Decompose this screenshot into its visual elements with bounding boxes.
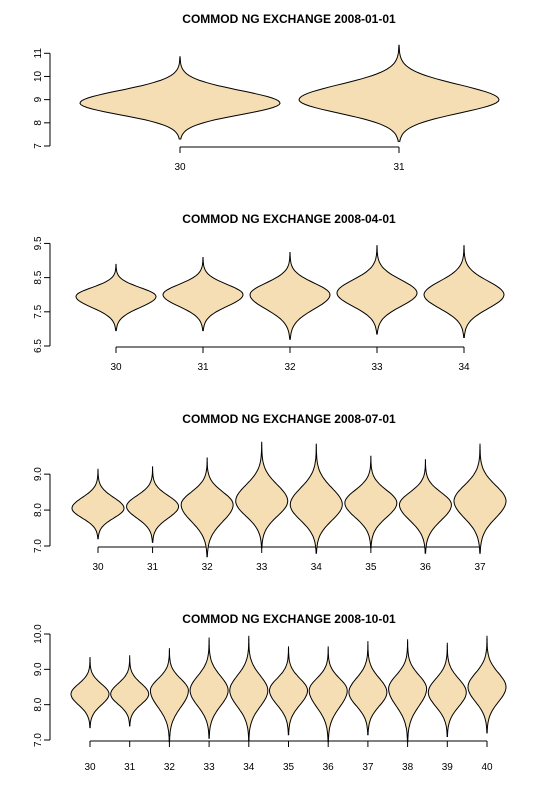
chart-title: COMMOD NG EXCHANGE 2008-04-01 [182,212,396,226]
y-tick-label: 10.0 [33,624,44,644]
y-tick-label: 8.0 [33,503,44,517]
chart-panel-2008-01: COMMOD NG EXCHANGE 2008-01-01 7 8 9 10 11 30 3… [33,12,500,173]
violin-35 [344,455,398,549]
y-tick-label: 6.5 [33,339,44,353]
violin-37 [348,641,388,736]
x-tick-label: 35 [283,762,295,773]
x-tick-label: 30 [174,162,186,173]
violin-30 [79,56,281,140]
x-tick-label: 31 [124,762,136,773]
violin-34 [229,635,269,741]
violin-31 [110,655,150,727]
violin-36 [398,459,452,554]
x-tick-label: 30 [84,762,96,773]
y-tick-label: 7.0 [33,539,44,553]
x-tick-label: 32 [164,762,176,773]
violin-38 [388,639,428,743]
violin-32 [249,251,331,340]
x-tick-label: 33 [371,362,383,373]
violin-32 [149,648,189,743]
x-tick-label: 32 [284,362,296,373]
chart-title: COMMOD NG EXCHANGE 2008-07-01 [182,412,396,426]
violin-33 [336,245,418,335]
y-tick-label: 9.0 [33,662,44,676]
x-tick-label: 35 [365,562,377,573]
chart-panel-2008-04: COMMOD NG EXCHANGE 2008-04-01 6.5 7.5 8.5 9… [33,212,505,373]
y-tick-label: 10 [33,70,44,82]
x-tick-label: 34 [243,762,255,773]
y-tick-label: 9.5 [33,236,44,250]
violin-32 [180,457,234,558]
x-tick-label: 31 [393,162,405,173]
x-tick-label: 33 [204,762,216,773]
chart-title: COMMOD NG EXCHANGE 2008-10-01 [182,612,396,626]
violin-31 [298,44,500,142]
chart-panel-2008-10: COMMOD NG EXCHANGE 2008-10-01 7.0 8.0 9.0 1… [33,612,507,773]
x-tick-label: 31 [197,362,209,373]
violin-30 [70,657,110,729]
violin-34 [423,245,505,338]
y-tick-label: 8.0 [33,697,44,711]
violin-33 [235,441,289,549]
x-tick-label: 30 [110,362,122,373]
x-tick-label: 36 [420,562,432,573]
y-tick-label: 9.0 [33,467,44,481]
violin-31 [126,466,179,543]
violin-31 [162,257,244,332]
x-tick-label: 30 [92,562,104,573]
violin-35 [268,646,309,736]
chart-title: COMMOD NG EXCHANGE 2008-01-01 [182,12,396,26]
x-tick-label: 37 [362,762,374,773]
x-tick-label: 34 [311,562,323,573]
violin-40 [467,635,507,734]
x-tick-label: 33 [256,562,268,573]
violin-39 [427,642,467,737]
y-tick-label: 8.5 [33,270,44,284]
violin-30 [71,468,125,540]
y-tick-label: 11 [33,48,44,59]
x-tick-label: 40 [481,762,493,773]
x-tick-label: 39 [442,762,454,773]
y-tick-label: 8 [33,120,44,126]
x-tick-label: 34 [458,362,470,373]
x-tick-label: 32 [202,562,214,573]
violin-34 [289,443,343,554]
y-tick-label: 9 [33,96,44,102]
violin-33 [189,637,229,739]
violin-36 [308,646,348,743]
x-tick-label: 36 [323,762,335,773]
y-tick-label: 7 [33,143,44,149]
x-tick-label: 37 [474,562,486,573]
y-tick-label: 7.5 [33,304,44,318]
violin-37 [453,443,507,554]
chart-panel-2008-07: COMMOD NG EXCHANGE 2008-07-01 7.0 8.0 9.0 3… [33,412,507,573]
x-tick-label: 38 [402,762,414,773]
x-tick-label: 31 [147,562,159,573]
y-tick-label: 7.0 [33,733,44,747]
violin-30 [75,263,157,332]
